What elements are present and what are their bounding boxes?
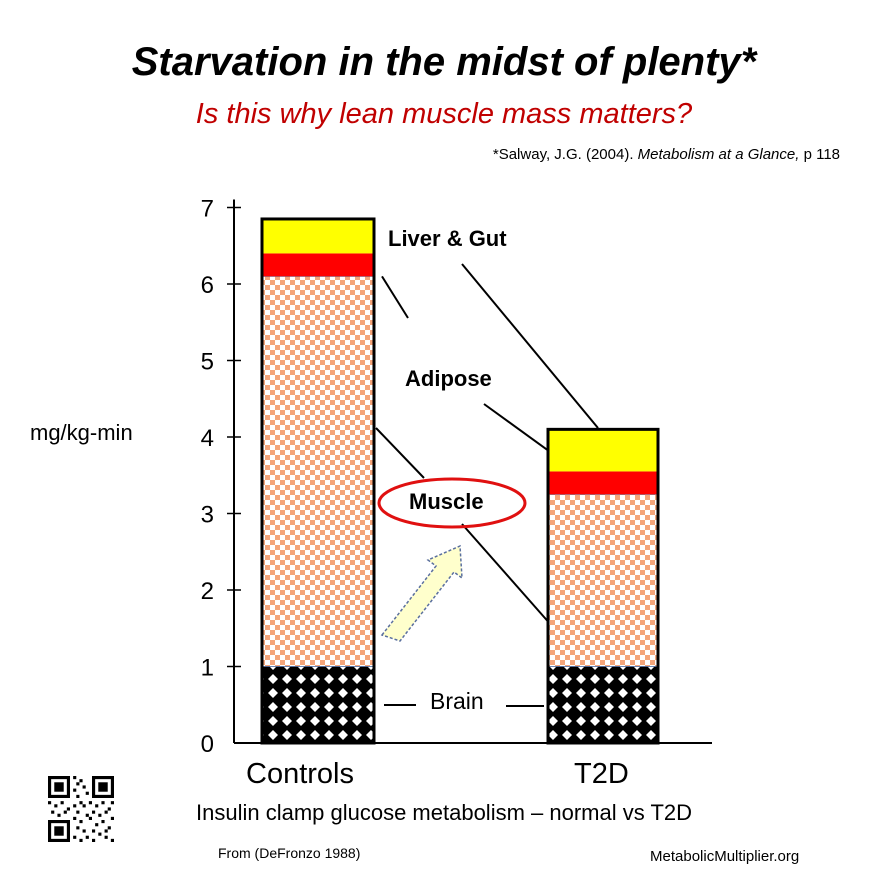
bar-liver-gut-segment [262, 218, 374, 254]
qr-module [85, 791, 89, 795]
connector-liver-gut [461, 263, 599, 429]
qr-module [82, 804, 86, 808]
qr-module [92, 810, 96, 814]
qr-module [73, 776, 77, 780]
qr-module [88, 801, 92, 805]
qr-module [107, 826, 111, 830]
qr-module [73, 788, 77, 792]
segment-label-liver-gut: Liver & Gut [388, 226, 507, 251]
page-subtitle: Is this why lean muscle mass matters? [195, 98, 693, 130]
y-tick-label: 3 [201, 502, 214, 529]
qr-module [60, 801, 64, 805]
y-tick-label: 4 [201, 425, 214, 452]
qr-module [66, 807, 70, 811]
citation-book-title: Metabolism at a Glance, [637, 146, 800, 163]
qr-module [110, 838, 114, 842]
qr-finder-core [98, 782, 108, 792]
y-tick-label: 6 [201, 272, 214, 299]
bar-adipose-segment [262, 253, 374, 277]
qr-finder-core [54, 826, 64, 836]
qr-module [76, 794, 80, 798]
qr-module [73, 835, 77, 839]
qr-module [85, 835, 89, 839]
qr-module [85, 813, 89, 817]
qr-module [48, 801, 52, 805]
qr-module [79, 779, 83, 783]
qr-module [101, 820, 105, 824]
y-tick-label: 0 [201, 731, 214, 758]
citation-suffix: p 118 [799, 146, 840, 163]
segment-label-adipose: Adipose [405, 366, 492, 391]
segment-label-brain: Brain [430, 688, 484, 714]
qr-module [92, 838, 96, 842]
bar-outline [546, 427, 660, 745]
qr-module [110, 801, 114, 805]
qr-module [107, 807, 111, 811]
y-tick-label: 5 [201, 349, 214, 376]
source-note: From (DeFronzo 1988) [218, 845, 361, 861]
ellipse-highlight-icon [377, 477, 527, 529]
qr-module [82, 829, 86, 833]
qr-module [79, 801, 83, 805]
connector-muscle-a [375, 427, 425, 479]
connector-adipose-a [381, 275, 409, 319]
y-axis-label: mg/kg-min [30, 420, 133, 445]
qr-code-icon [48, 776, 114, 842]
page-title: Starvation in the midst of plenty* [131, 40, 757, 84]
y-tick-label: 2 [201, 578, 214, 605]
bar-muscle-segment [261, 275, 375, 667]
qr-module [79, 838, 83, 842]
qr-module [76, 810, 80, 814]
bar-outline [260, 217, 376, 745]
qr-module [110, 816, 114, 820]
segment-label-muscle: Muscle [409, 489, 484, 514]
chart-caption: Insulin clamp glucose metabolism – norma… [195, 800, 693, 825]
website-label: MetabolicMultiplier.org [650, 848, 800, 865]
qr-module [51, 810, 55, 814]
category-label-controls: Controls [246, 758, 354, 790]
qr-module [54, 804, 58, 808]
y-tick-label: 7 [201, 196, 214, 223]
y-tick-label: 1 [201, 655, 214, 682]
connector-muscle-b [461, 523, 549, 623]
qr-module [57, 813, 61, 817]
citation-prefix: *Salway, J.G. (2004). [492, 146, 638, 163]
qr-module [104, 835, 108, 839]
qr-module [104, 829, 108, 833]
up-right-arrow-icon [380, 544, 463, 642]
qr-module [95, 804, 99, 808]
qr-module [98, 832, 102, 836]
qr-module [73, 816, 77, 820]
bar-muscle-segment [547, 493, 659, 667]
qr-module [76, 826, 80, 830]
qr-module [82, 785, 86, 789]
qr-finder-core [54, 782, 64, 792]
qr-module [95, 823, 99, 827]
qr-module [92, 829, 96, 833]
bar-adipose-segment [548, 471, 658, 495]
category-label-t2d: T2D [574, 758, 629, 790]
qr-module [98, 813, 102, 817]
bar-liver-gut-segment [548, 429, 658, 472]
qr-module [88, 816, 92, 820]
qr-module [101, 801, 105, 805]
qr-module [79, 820, 83, 824]
qr-module [76, 782, 80, 786]
bar-brain-segment [262, 666, 374, 743]
citation: *Salway, J.G. (2004). Metabolism at a Gl… [493, 146, 840, 163]
bar-brain-segment [548, 666, 658, 743]
qr-module [73, 804, 77, 808]
qr-module [63, 810, 67, 814]
qr-module [104, 810, 108, 814]
